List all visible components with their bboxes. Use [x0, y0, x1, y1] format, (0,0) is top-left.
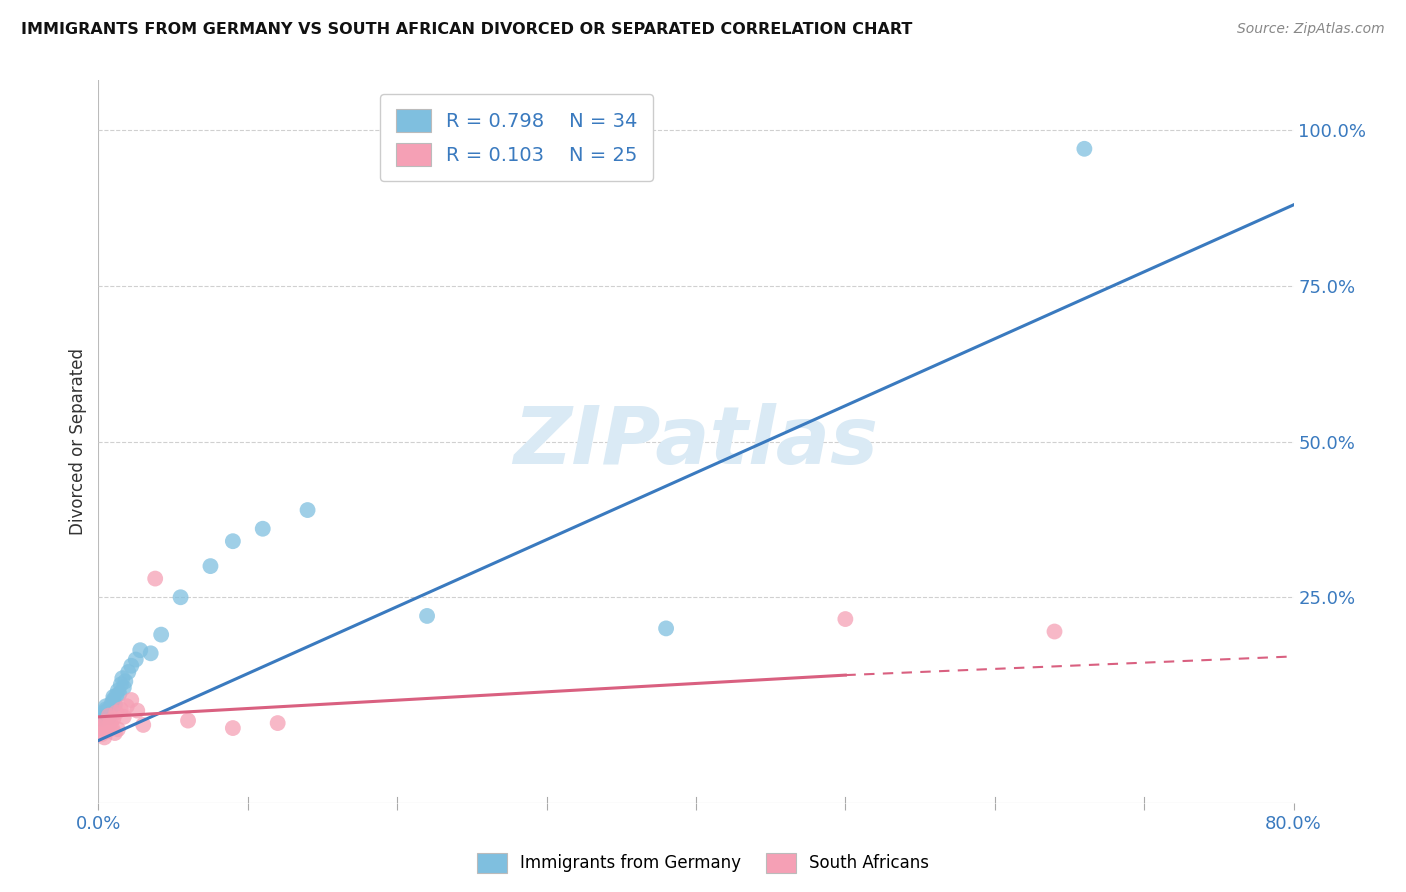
Point — [107, 723, 129, 737]
Point — [267, 716, 290, 731]
Point — [655, 621, 678, 635]
Point — [96, 724, 118, 739]
Point — [115, 699, 138, 714]
Point — [104, 698, 127, 712]
Point — [110, 677, 132, 691]
Text: Source: ZipAtlas.com: Source: ZipAtlas.com — [1237, 22, 1385, 37]
Y-axis label: Divorced or Separated: Divorced or Separated — [69, 348, 87, 535]
Point — [98, 701, 122, 715]
Point — [97, 707, 120, 722]
Point — [117, 665, 139, 679]
Point — [129, 643, 152, 657]
Point — [93, 706, 115, 720]
Point — [169, 591, 191, 605]
Point — [94, 714, 117, 729]
Point — [91, 708, 114, 723]
Point — [90, 727, 112, 741]
Point — [105, 689, 128, 703]
Point — [108, 687, 131, 701]
Point — [97, 710, 120, 724]
Point — [252, 522, 274, 536]
Point — [93, 731, 115, 745]
Point — [94, 699, 117, 714]
Point — [91, 718, 114, 732]
Point — [105, 706, 128, 720]
Point — [107, 683, 129, 698]
Point — [1073, 142, 1095, 156]
Point — [127, 704, 149, 718]
Point — [132, 718, 155, 732]
Point — [200, 559, 222, 574]
Point — [110, 702, 132, 716]
Point — [834, 612, 856, 626]
Point — [97, 708, 120, 723]
Point — [96, 704, 118, 718]
Point — [112, 681, 135, 695]
Point — [125, 652, 148, 666]
Text: IMMIGRANTS FROM GERMANY VS SOUTH AFRICAN DIVORCED OR SEPARATED CORRELATION CHART: IMMIGRANTS FROM GERMANY VS SOUTH AFRICAN… — [21, 22, 912, 37]
Point — [150, 627, 173, 641]
Point — [111, 671, 134, 685]
Point — [89, 721, 111, 735]
Legend: R = 0.798    N = 34, R = 0.103    N = 25: R = 0.798 N = 34, R = 0.103 N = 25 — [380, 94, 654, 181]
Legend: Immigrants from Germany, South Africans: Immigrants from Germany, South Africans — [470, 847, 936, 880]
Point — [120, 693, 142, 707]
Point — [416, 609, 439, 624]
Point — [177, 714, 200, 728]
Point — [104, 726, 127, 740]
Point — [112, 710, 135, 724]
Point — [94, 702, 117, 716]
Point — [222, 534, 245, 549]
Point — [222, 721, 245, 735]
Point — [101, 696, 124, 710]
Point — [1043, 624, 1066, 639]
Text: ZIPatlas: ZIPatlas — [513, 402, 879, 481]
Point — [143, 572, 166, 586]
Point — [297, 503, 319, 517]
Point — [120, 658, 142, 673]
Point — [114, 674, 136, 689]
Point — [103, 690, 125, 704]
Point — [90, 712, 112, 726]
Point — [101, 720, 124, 734]
Point — [103, 693, 125, 707]
Point — [139, 646, 162, 660]
Point — [98, 716, 122, 731]
Point — [103, 712, 125, 726]
